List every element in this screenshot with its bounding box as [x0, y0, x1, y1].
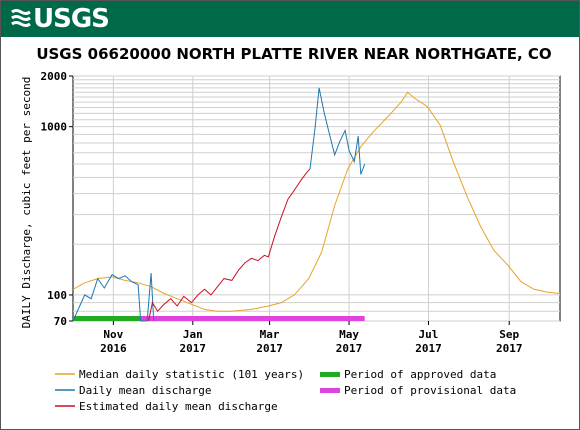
estimated-line [148, 168, 311, 322]
x-tick-month: Mar [260, 328, 280, 341]
period-bar [140, 316, 365, 321]
daily-mean-line-spring [309, 87, 366, 175]
usgs-logo: USGS [11, 4, 110, 34]
legend-swatch [320, 372, 340, 377]
y-axis-label: DAILY Discharge, cubic feet per second [20, 77, 33, 329]
x-tick-year: 2016 [100, 342, 127, 355]
legend-swatch [320, 388, 340, 393]
x-tick-year: 2017 [336, 342, 363, 355]
x-tick-month: Nov [103, 328, 123, 341]
data-periods [73, 316, 365, 321]
legend-label: Daily mean discharge [79, 384, 211, 397]
legend-label: Period of provisional data [344, 384, 516, 397]
series-lines [72, 87, 561, 322]
x-tick-month: Jul [419, 328, 439, 341]
x-tick-month: Jan [183, 328, 203, 341]
y-tick-label: 2000 [41, 70, 68, 83]
usgs-banner: USGS [1, 1, 579, 37]
x-tick-month: May [339, 328, 359, 341]
x-tick-year: 2017 [180, 342, 207, 355]
legend-label: Period of approved data [344, 368, 496, 381]
x-tick-year: 2017 [496, 342, 523, 355]
x-tick-year: 2017 [415, 342, 442, 355]
legend-label: Estimated daily mean discharge [79, 400, 278, 413]
y-axis-ticks: 70 100 1000 2000 [41, 70, 73, 328]
legend: Median daily statistic (101 years) Period… [55, 368, 516, 413]
x-tick-year: 2017 [256, 342, 283, 355]
y-tick-label: 1000 [41, 121, 68, 134]
usgs-logo-text: USGS [33, 4, 110, 34]
legend-label: Median daily statistic (101 years) [79, 368, 304, 381]
chart-title: USGS 06620000 NORTH PLATTE RIVER NEAR NO… [36, 45, 551, 63]
usgs-wave-icon [11, 9, 31, 27]
median-line [72, 91, 561, 312]
y-tick-label: 100 [47, 289, 67, 302]
grid-lines [73, 75, 560, 322]
x-axis-ticks: Nov2016Jan2017Mar2017May2017Jul2017Sep20… [100, 321, 522, 355]
x-tick-month: Sep [499, 328, 519, 341]
y-tick-label: 70 [54, 315, 67, 328]
period-bar [73, 316, 141, 321]
daily-mean-line [72, 272, 155, 322]
